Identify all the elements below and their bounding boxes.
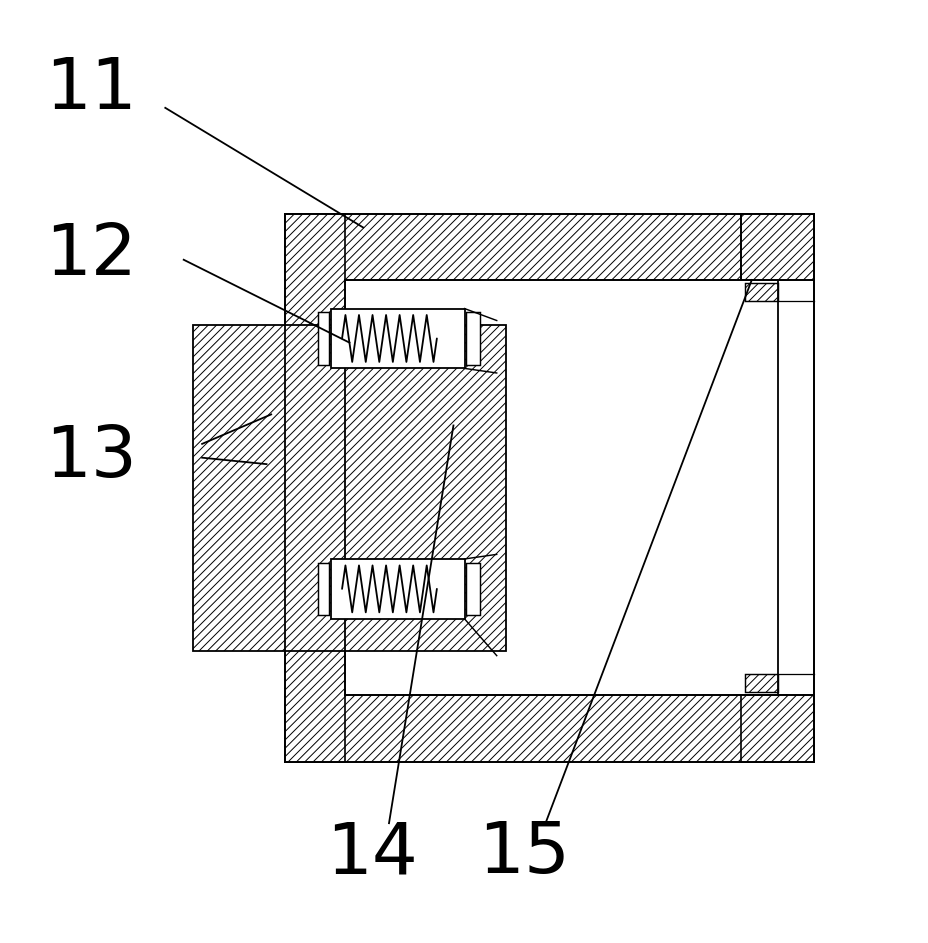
Bar (285, 214, 786, 280)
Bar (740, 214, 814, 280)
Bar (744, 283, 777, 301)
Text: 13: 13 (45, 423, 137, 492)
Bar (285, 695, 786, 762)
Bar (744, 674, 777, 692)
Bar (317, 312, 329, 365)
Bar (777, 301, 814, 674)
Bar (285, 214, 344, 762)
Text: 14: 14 (326, 819, 418, 888)
Bar (193, 325, 506, 651)
Text: 11: 11 (45, 55, 137, 124)
Bar (317, 563, 329, 615)
Bar (740, 695, 814, 762)
Text: 15: 15 (478, 819, 570, 888)
Bar (330, 559, 464, 619)
Bar (466, 563, 480, 615)
Bar (330, 308, 464, 369)
Text: 12: 12 (45, 221, 137, 290)
Bar (466, 312, 480, 365)
